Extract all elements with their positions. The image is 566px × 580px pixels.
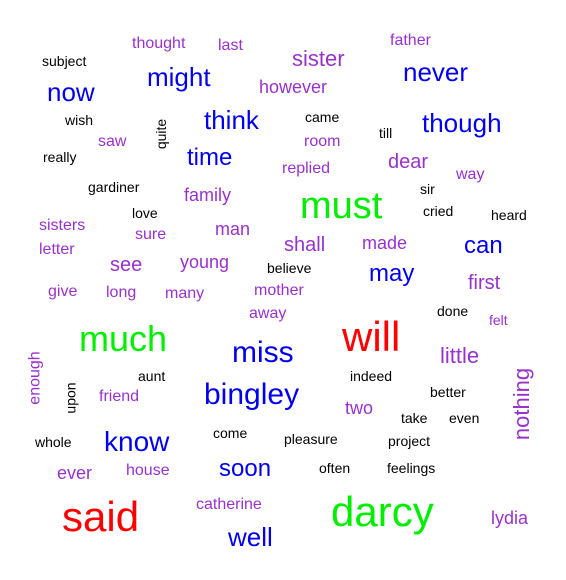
word-see: see bbox=[110, 254, 143, 276]
word-long: long bbox=[106, 284, 137, 301]
word-way: way bbox=[456, 166, 485, 183]
word-thought: thought bbox=[132, 35, 186, 52]
word-first: first bbox=[468, 272, 501, 294]
word-friend: friend bbox=[99, 388, 140, 405]
word-pleasure: pleasure bbox=[284, 431, 338, 447]
word-aunt: aunt bbox=[138, 368, 166, 384]
word-ever: ever bbox=[57, 463, 93, 483]
word-cried: cried bbox=[423, 203, 454, 219]
word-much: much bbox=[79, 318, 168, 359]
word-shall: shall bbox=[284, 234, 326, 256]
word-might: might bbox=[147, 62, 211, 92]
word-feelings: feelings bbox=[387, 460, 436, 476]
word-whole: whole bbox=[35, 434, 72, 450]
word-take: take bbox=[401, 410, 428, 426]
word-wish: wish bbox=[65, 112, 94, 128]
word-however: however bbox=[259, 77, 328, 97]
word-till: till bbox=[379, 125, 393, 141]
word-young: young bbox=[180, 252, 230, 272]
word-better: better bbox=[430, 384, 466, 400]
word-sisters: sisters bbox=[39, 217, 86, 234]
word-can: can bbox=[464, 232, 503, 259]
word-may: may bbox=[369, 260, 415, 287]
word-many: many bbox=[165, 285, 205, 302]
word-often: often bbox=[319, 460, 351, 476]
word-made: made bbox=[362, 233, 408, 253]
word-now: now bbox=[47, 77, 95, 107]
word-believe: believe bbox=[267, 260, 312, 276]
word-two: two bbox=[345, 398, 374, 418]
word-subject: subject bbox=[42, 53, 87, 69]
word-enough: enough bbox=[26, 351, 44, 405]
word-sir: sir bbox=[420, 181, 435, 197]
word-last: last bbox=[218, 37, 243, 54]
word-come: come bbox=[213, 425, 248, 441]
word-give: give bbox=[48, 283, 78, 300]
word-gardiner: gardiner bbox=[88, 179, 140, 195]
word-soon: soon bbox=[219, 455, 272, 482]
word-never: never bbox=[403, 57, 469, 87]
word-house: house bbox=[126, 462, 170, 479]
word-time: time bbox=[187, 144, 233, 171]
word-miss: miss bbox=[232, 336, 294, 369]
word-quite: quite bbox=[153, 118, 170, 150]
word-saw: saw bbox=[98, 133, 127, 150]
word-must: must bbox=[300, 185, 383, 227]
word-love: love bbox=[132, 205, 158, 221]
word-well: well bbox=[228, 522, 273, 552]
word-lydia: lydia bbox=[491, 508, 529, 528]
word-catherine: catherine bbox=[196, 496, 262, 513]
word-done: done bbox=[437, 303, 469, 319]
word-father: father bbox=[390, 32, 431, 49]
word-felt: felt bbox=[489, 312, 508, 328]
word-letter: letter bbox=[39, 241, 75, 258]
word-man: man bbox=[215, 219, 251, 239]
word-will: will bbox=[342, 313, 401, 360]
word-nothing: nothing bbox=[509, 367, 535, 441]
word-really: really bbox=[43, 149, 77, 165]
word-away: away bbox=[249, 305, 287, 322]
word-indeed: indeed bbox=[350, 368, 393, 384]
word-replied: replied bbox=[282, 160, 331, 177]
word-know: know bbox=[104, 426, 170, 457]
word-sister: sister bbox=[292, 46, 345, 71]
word-little: little bbox=[440, 343, 480, 368]
word-came: came bbox=[305, 109, 340, 125]
word-upon: upon bbox=[62, 382, 79, 414]
word-think: think bbox=[204, 105, 259, 135]
word-bingley: bingley bbox=[204, 378, 300, 411]
word-room: room bbox=[304, 133, 341, 150]
word-project: project bbox=[388, 433, 431, 449]
word-though: though bbox=[422, 108, 502, 138]
word-heard: heard bbox=[491, 207, 527, 223]
word-even: even bbox=[449, 410, 480, 426]
word-mother: mother bbox=[254, 282, 304, 299]
word-sure: sure bbox=[135, 226, 167, 243]
word-said: said bbox=[62, 493, 140, 540]
word-darcy: darcy bbox=[331, 488, 434, 535]
word-family: family bbox=[184, 185, 232, 205]
word-dear: dear bbox=[388, 151, 429, 173]
